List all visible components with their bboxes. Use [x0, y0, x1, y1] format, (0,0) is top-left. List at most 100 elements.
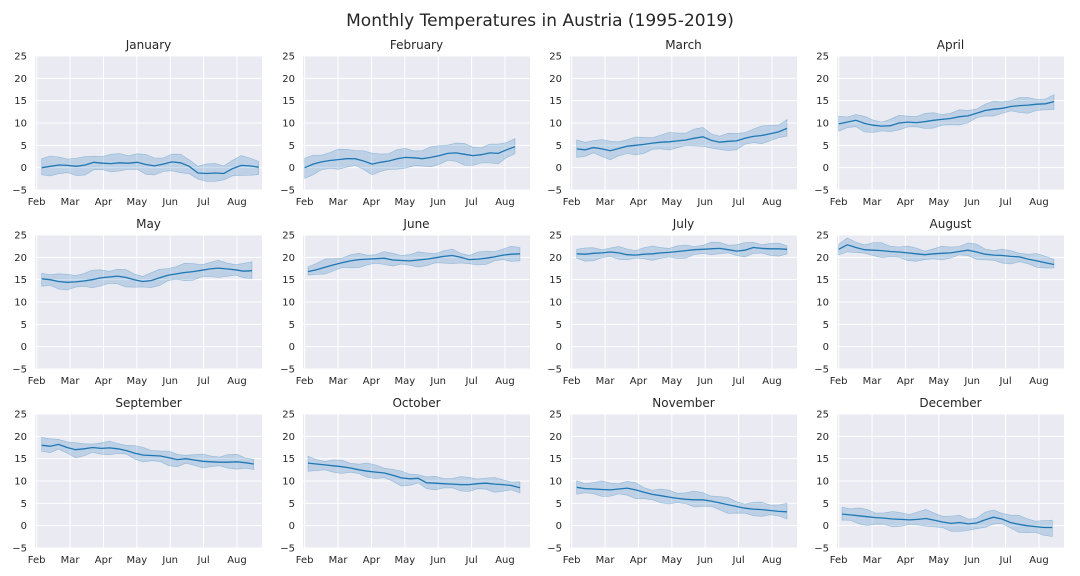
x-tick-label: May — [394, 197, 415, 208]
subplot-title: February — [390, 38, 443, 52]
y-tick-label: −5 — [547, 544, 562, 555]
y-tick-label: 15 — [549, 275, 562, 286]
x-tick-label: Jul — [197, 555, 210, 566]
subplot-title: June — [402, 217, 429, 231]
x-tick-label: Aug — [495, 555, 515, 566]
y-tick-label: 0 — [823, 521, 829, 532]
x-tick-label: Mar — [61, 555, 81, 566]
subplot-title: January — [125, 38, 172, 52]
subplot-title: April — [937, 38, 964, 52]
x-tick-label: May — [928, 197, 949, 208]
y-tick-label: 10 — [14, 119, 27, 130]
chart-title: Monthly Temperatures in Austria (1995-20… — [346, 11, 734, 31]
y-tick-label: −5 — [814, 544, 829, 555]
y-tick-label: −5 — [814, 186, 829, 197]
mean-temperature-line — [304, 146, 516, 169]
y-tick-label: 25 — [14, 231, 27, 242]
x-tick-label: Feb — [563, 555, 581, 566]
x-tick-label: Apr — [95, 197, 113, 208]
y-tick-label: 5 — [556, 499, 562, 510]
x-tick-label: Jun — [696, 197, 713, 208]
mean-temperature-line — [41, 443, 254, 465]
y-tick-label: 0 — [21, 342, 27, 353]
y-tick-label: 5 — [289, 499, 295, 510]
y-tick-label: 10 — [549, 119, 562, 130]
x-tick-label: Apr — [95, 376, 113, 387]
x-tick-label: Aug — [1029, 197, 1049, 208]
x-tick-label: May — [394, 555, 415, 566]
y-tick-label: 0 — [823, 342, 829, 353]
subplot-november: November −5 0 5 10 15 20 25 Feb Mar Apr May Jun Jul Au… — [547, 396, 797, 566]
x-tick-label: Mar — [596, 197, 616, 208]
x-tick-label: Mar — [329, 197, 349, 208]
confidence-band — [41, 259, 253, 291]
y-tick-label: 20 — [282, 253, 295, 264]
mean-temperature-line — [41, 161, 259, 175]
x-tick-label: Aug — [227, 376, 247, 387]
y-tick-label: 20 — [14, 74, 27, 85]
mean-temperature-line — [838, 244, 1055, 266]
x-tick-label: Feb — [28, 555, 46, 566]
x-tick-label: Jun — [963, 376, 980, 387]
x-tick-label: Aug — [762, 197, 782, 208]
y-tick-label: 25 — [282, 410, 295, 421]
subplot-february: February −5 0 5 10 15 20 25 Feb Mar Apr May Jun Jul Au… — [280, 38, 530, 208]
y-tick-label: 25 — [816, 231, 829, 242]
y-tick-label: 0 — [556, 163, 562, 174]
mean-temperature-line — [576, 246, 788, 256]
y-tick-label: 20 — [816, 253, 829, 264]
mean-temperature-line — [841, 513, 1053, 529]
x-tick-label: Aug — [227, 197, 247, 208]
y-tick-label: 10 — [14, 298, 27, 309]
y-tick-label: 5 — [21, 141, 27, 152]
y-tick-label: 5 — [556, 320, 562, 331]
y-tick-label: 25 — [816, 410, 829, 421]
y-tick-label: 0 — [289, 163, 295, 174]
x-tick-label: Jul — [465, 197, 478, 208]
x-tick-label: Apr — [363, 376, 381, 387]
y-tick-label: 25 — [549, 52, 562, 63]
x-tick-label: Apr — [630, 555, 648, 566]
y-tick-label: 10 — [816, 477, 829, 488]
y-tick-label: 0 — [556, 521, 562, 532]
confidence-band — [576, 241, 788, 262]
x-tick-label: May — [928, 555, 949, 566]
x-tick-label: Jul — [465, 555, 478, 566]
y-tick-label: −5 — [280, 186, 295, 197]
x-tick-label: Aug — [762, 376, 782, 387]
x-tick-label: Jun — [429, 197, 446, 208]
x-tick-label: May — [126, 555, 147, 566]
confidence-band — [841, 506, 1053, 537]
x-tick-label: Mar — [863, 555, 883, 566]
y-tick-label: 5 — [289, 141, 295, 152]
x-tick-label: Apr — [363, 555, 381, 566]
y-tick-label: 25 — [282, 231, 295, 242]
y-tick-label: 0 — [21, 163, 27, 174]
subplot-may: May −5 0 5 10 15 20 25 Feb Mar Apr May Jun Jul Aug — [12, 217, 262, 387]
y-tick-label: −5 — [280, 365, 295, 376]
subplot-july: July −5 0 5 10 15 20 25 Feb Mar Apr May Jun Jul Aug — [547, 217, 797, 387]
y-tick-label: 5 — [823, 499, 829, 510]
x-tick-label: Feb — [296, 555, 314, 566]
subplot-title: July — [672, 217, 695, 231]
y-tick-label: 10 — [816, 298, 829, 309]
subplot-title: November — [652, 396, 714, 410]
x-tick-label: Jul — [999, 555, 1012, 566]
y-tick-label: 10 — [282, 119, 295, 130]
subplot-december: December −5 0 5 10 15 20 25 Feb Mar Apr May Jun Jul Au… — [814, 396, 1064, 566]
y-tick-label: 20 — [549, 432, 562, 443]
y-tick-label: −5 — [280, 544, 295, 555]
x-tick-label: May — [126, 376, 147, 387]
y-tick-label: 20 — [549, 74, 562, 85]
y-tick-label: 15 — [14, 96, 27, 107]
y-tick-label: 20 — [549, 253, 562, 264]
x-tick-label: Feb — [563, 197, 581, 208]
mean-temperature-line — [576, 127, 788, 152]
x-tick-label: Jul — [999, 376, 1012, 387]
y-tick-label: 20 — [816, 432, 829, 443]
y-tick-label: 15 — [14, 454, 27, 465]
subplot-january: January −5 0 5 10 15 20 25 Feb Mar Apr May Jun Jul Aug — [12, 38, 262, 208]
x-tick-label: Feb — [830, 555, 848, 566]
y-tick-label: 15 — [549, 454, 562, 465]
y-tick-label: 20 — [14, 432, 27, 443]
